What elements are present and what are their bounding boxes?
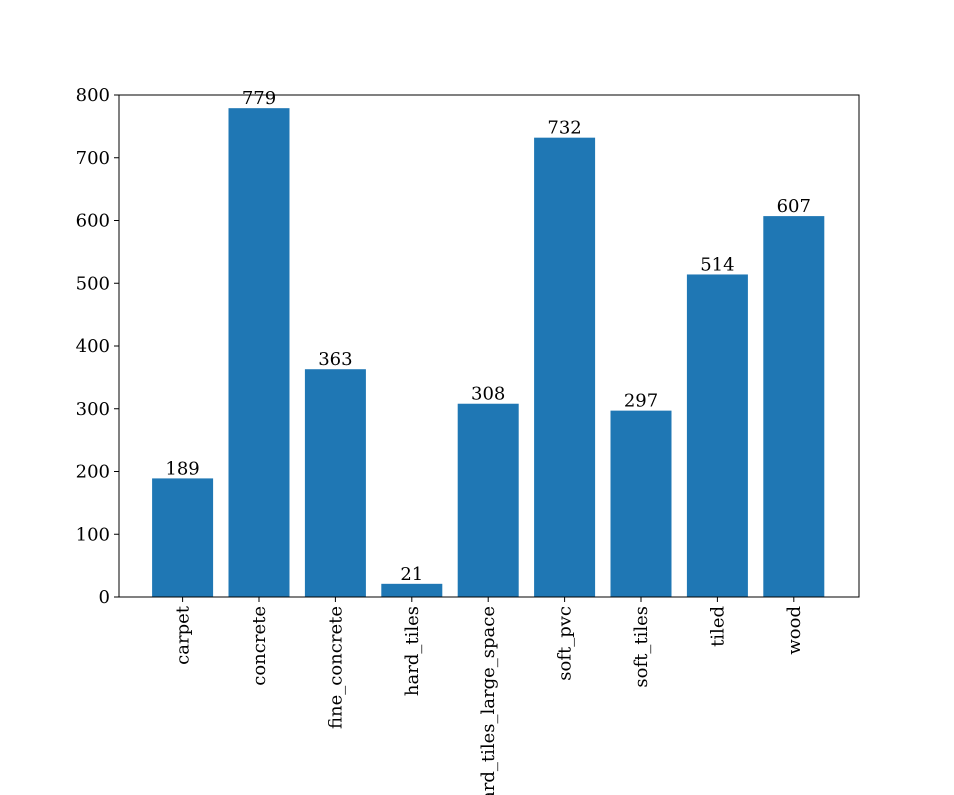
x-tick-label: hard_tiles (402, 606, 423, 696)
data-label: 363 (318, 349, 352, 370)
bar-wood (763, 216, 825, 598)
y-tick-label: 500 (76, 273, 110, 294)
bar-concrete (228, 108, 290, 598)
x-tick-label: soft_pvc (555, 606, 576, 681)
x-tick-label: soft_tiles (631, 606, 652, 688)
y-tick-label: 300 (76, 399, 110, 420)
y-tick-label: 600 (76, 211, 110, 232)
data-label: 21 (400, 564, 423, 585)
y-tick-label: 200 (76, 462, 110, 483)
data-label: 779 (242, 88, 276, 109)
data-label: 732 (547, 118, 581, 139)
data-labels-group: 189 779 363 21 308 732 297 514 607 (165, 88, 811, 585)
y-tick-label: 700 (76, 148, 110, 169)
x-tick-label: carpet (173, 605, 194, 665)
x-tick-label: concrete (249, 606, 270, 686)
bar-hard-tiles (381, 583, 443, 597)
plot-area-frame (118, 94, 860, 598)
bars-group (152, 108, 825, 598)
y-tick-label: 0 (99, 587, 110, 608)
data-label: 514 (700, 254, 734, 275)
data-label: 189 (165, 458, 199, 479)
bar-tiled (686, 274, 748, 597)
x-tick-label: wood (784, 606, 805, 655)
data-label: 308 (471, 384, 505, 405)
data-label: 607 (777, 196, 811, 217)
bar-soft-tiles (610, 410, 672, 597)
x-axis: carpet concrete fine_concrete hard_tiles har… (173, 597, 805, 795)
data-label: 297 (624, 391, 658, 412)
y-tick-label: 100 (76, 524, 110, 545)
x-tick-label: fine_concrete (325, 606, 346, 729)
bar-carpet (152, 478, 214, 597)
bar-fine-concrete (304, 369, 366, 597)
bar-hard-tiles-large-space (457, 403, 519, 597)
y-tick-label: 400 (76, 336, 110, 357)
bar-soft-pvc (534, 137, 596, 598)
x-tick-label: tiled (707, 606, 728, 647)
y-tick-label: 800 (76, 85, 110, 106)
x-tick-label: hard_tiles_large_space (478, 606, 499, 795)
y-axis: 0 100 200 300 400 500 600 700 800 (76, 85, 119, 608)
